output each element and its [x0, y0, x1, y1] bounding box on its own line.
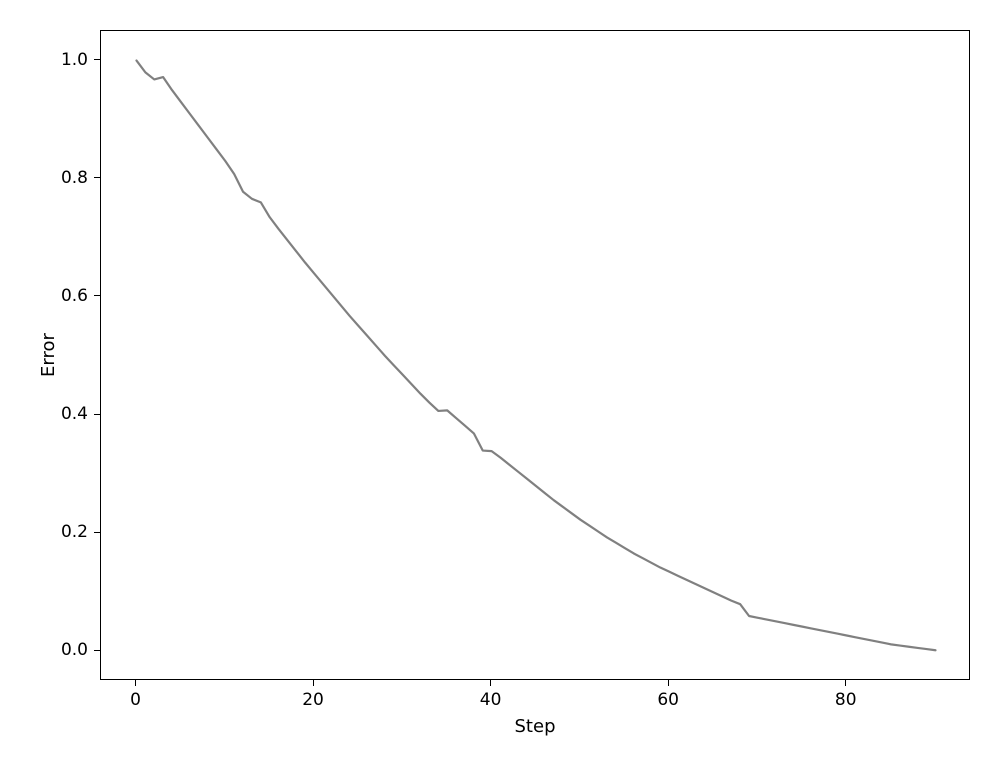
x-tick-label: 0 [130, 690, 141, 710]
x-tick-mark [490, 680, 491, 686]
plot-axes [100, 30, 970, 680]
y-tick-label: 0.0 [61, 640, 88, 660]
y-tick-label: 0.2 [61, 522, 88, 542]
y-tick-label: 0.4 [61, 404, 88, 424]
y-tick-mark [94, 414, 100, 415]
y-tick-mark [94, 59, 100, 60]
y-tick-mark [94, 295, 100, 296]
error-line [137, 61, 936, 651]
x-tick-mark [668, 680, 669, 686]
figure: Step Error 0 20 40 60 80 0.0 0.2 0.4 0.6 0.8 1.0 [0, 0, 1000, 760]
y-tick-mark [94, 532, 100, 533]
x-tick-mark [313, 680, 314, 686]
x-tick-label: 60 [657, 690, 679, 710]
line-plot [101, 31, 971, 681]
y-tick-label: 1.0 [61, 50, 88, 70]
x-tick-label: 80 [835, 690, 857, 710]
x-axis-label: Step [515, 716, 556, 737]
x-tick-mark [845, 680, 846, 686]
y-tick-label: 0.6 [61, 286, 88, 306]
y-tick-label: 0.8 [61, 168, 88, 188]
x-tick-label: 20 [302, 690, 324, 710]
y-tick-mark [94, 650, 100, 651]
x-tick-mark [135, 680, 136, 686]
y-axis-label: Error [38, 333, 59, 377]
y-tick-mark [94, 177, 100, 178]
x-tick-label: 40 [480, 690, 502, 710]
